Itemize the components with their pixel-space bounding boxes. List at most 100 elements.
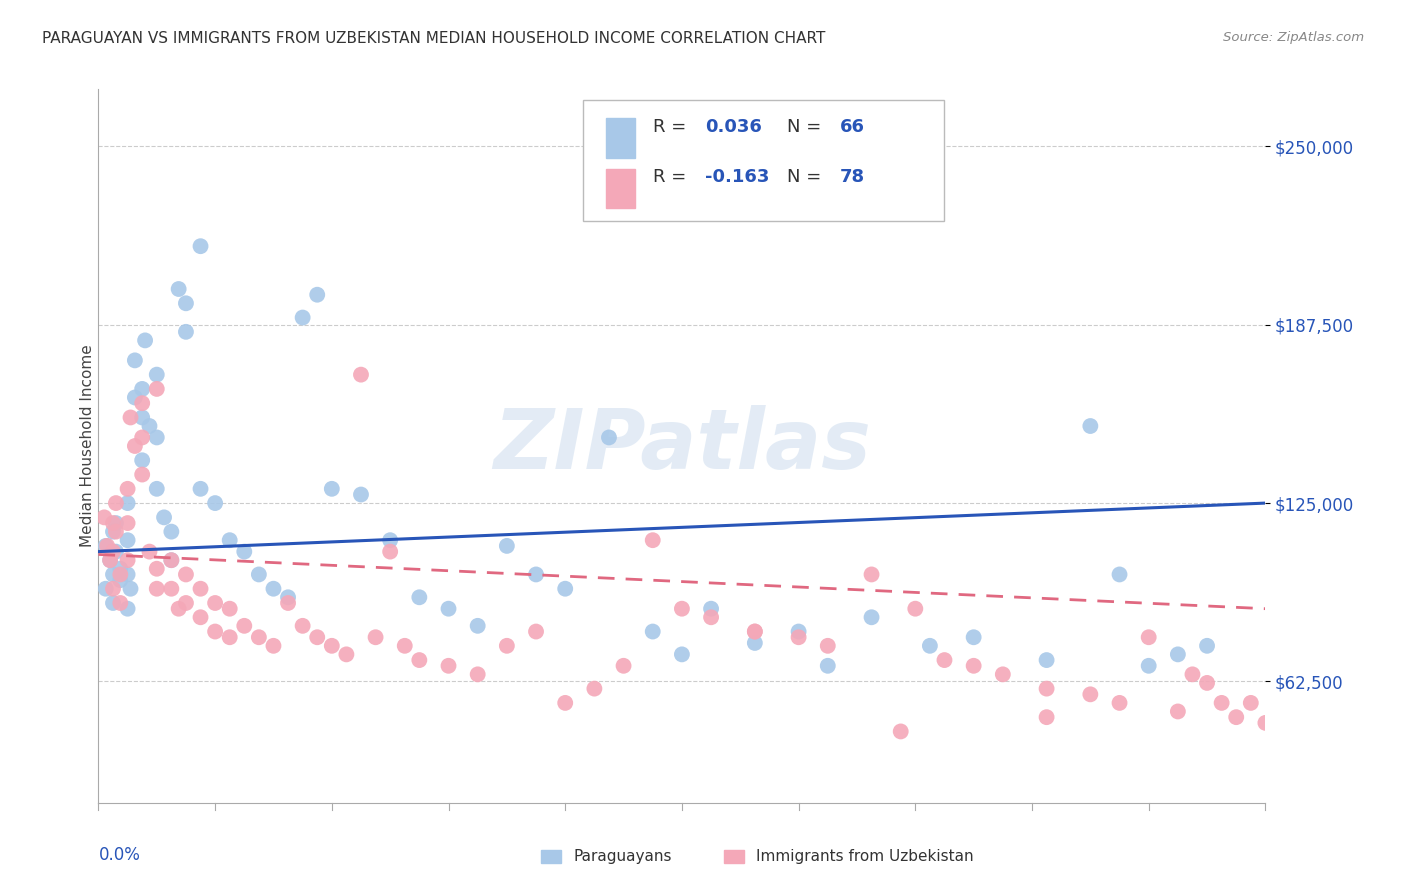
Point [174,325,197,339]
Point [131,382,153,396]
Point [120,410,142,425]
Text: Source: ZipAtlas.com: Source: ZipAtlas.com [1223,31,1364,45]
Point [110,573,132,587]
Point [307,630,329,644]
Point [496,539,519,553]
Point [160,553,183,567]
Point [138,544,160,558]
Point [918,639,941,653]
Point [380,533,402,548]
Point [104,496,127,510]
Point [291,310,314,325]
Point [1035,681,1057,696]
Point [262,582,284,596]
Point [1197,676,1219,690]
Point [1035,653,1057,667]
Point [146,582,169,596]
Point [101,567,124,582]
Point [467,619,489,633]
Point [350,487,373,501]
Point [380,544,402,558]
Point [204,496,226,510]
Point [146,562,169,576]
Text: -0.163: -0.163 [706,169,769,186]
Point [700,601,723,615]
Point [641,533,664,548]
Y-axis label: Median Household Income: Median Household Income [80,344,94,548]
Point [134,334,156,348]
Point [146,382,169,396]
Point [554,696,576,710]
Text: N =: N = [787,169,827,186]
Point [117,482,139,496]
Point [408,653,430,667]
Point [174,567,197,582]
Point [101,582,124,596]
Point [131,430,153,444]
Point [671,601,693,615]
Point [218,601,240,615]
Point [307,287,329,301]
Point [160,582,183,596]
Point [101,596,124,610]
Point [291,619,314,633]
Point [700,610,723,624]
Text: 66: 66 [839,119,865,136]
Point [1137,630,1160,644]
Point [744,624,766,639]
Point [467,667,489,681]
Point [1080,687,1102,701]
Text: Paraguayans: Paraguayans [574,849,672,863]
Point [962,658,984,673]
Point [98,553,121,567]
Point [104,516,127,530]
Point [204,596,226,610]
Point [1197,639,1219,653]
Point [904,601,927,615]
Point [117,516,139,530]
Point [364,630,387,644]
FancyBboxPatch shape [582,100,945,221]
Point [233,544,256,558]
Point [131,396,153,410]
Point [218,533,240,548]
Point [1211,696,1233,710]
Point [335,648,357,662]
Point [744,624,766,639]
Point [934,653,956,667]
Text: PARAGUAYAN VS IMMIGRANTS FROM UZBEKISTAN MEDIAN HOUSEHOLD INCOME CORRELATION CHA: PARAGUAYAN VS IMMIGRANTS FROM UZBEKISTAN… [42,31,825,46]
Text: 78: 78 [839,169,865,186]
Point [174,596,197,610]
Point [101,544,124,558]
Point [277,591,299,605]
Point [890,724,912,739]
Point [1108,696,1130,710]
Point [153,510,176,524]
Point [612,658,634,673]
FancyBboxPatch shape [606,119,636,158]
Point [321,639,343,653]
Point [991,667,1014,681]
Point [598,430,620,444]
Point [93,510,115,524]
Point [94,539,117,553]
Point [190,482,212,496]
Point [218,630,240,644]
Point [524,624,547,639]
Point [117,601,139,615]
Point [160,553,183,567]
Point [1167,705,1189,719]
Text: N =: N = [787,119,827,136]
Point [204,624,226,639]
Point [1254,715,1277,730]
Point [1181,667,1204,681]
Point [583,681,606,696]
Point [124,353,146,368]
Point [233,619,256,633]
Point [190,239,212,253]
Point [744,636,766,650]
Point [1225,710,1247,724]
Point [110,596,132,610]
Point [160,524,183,539]
Point [408,591,430,605]
